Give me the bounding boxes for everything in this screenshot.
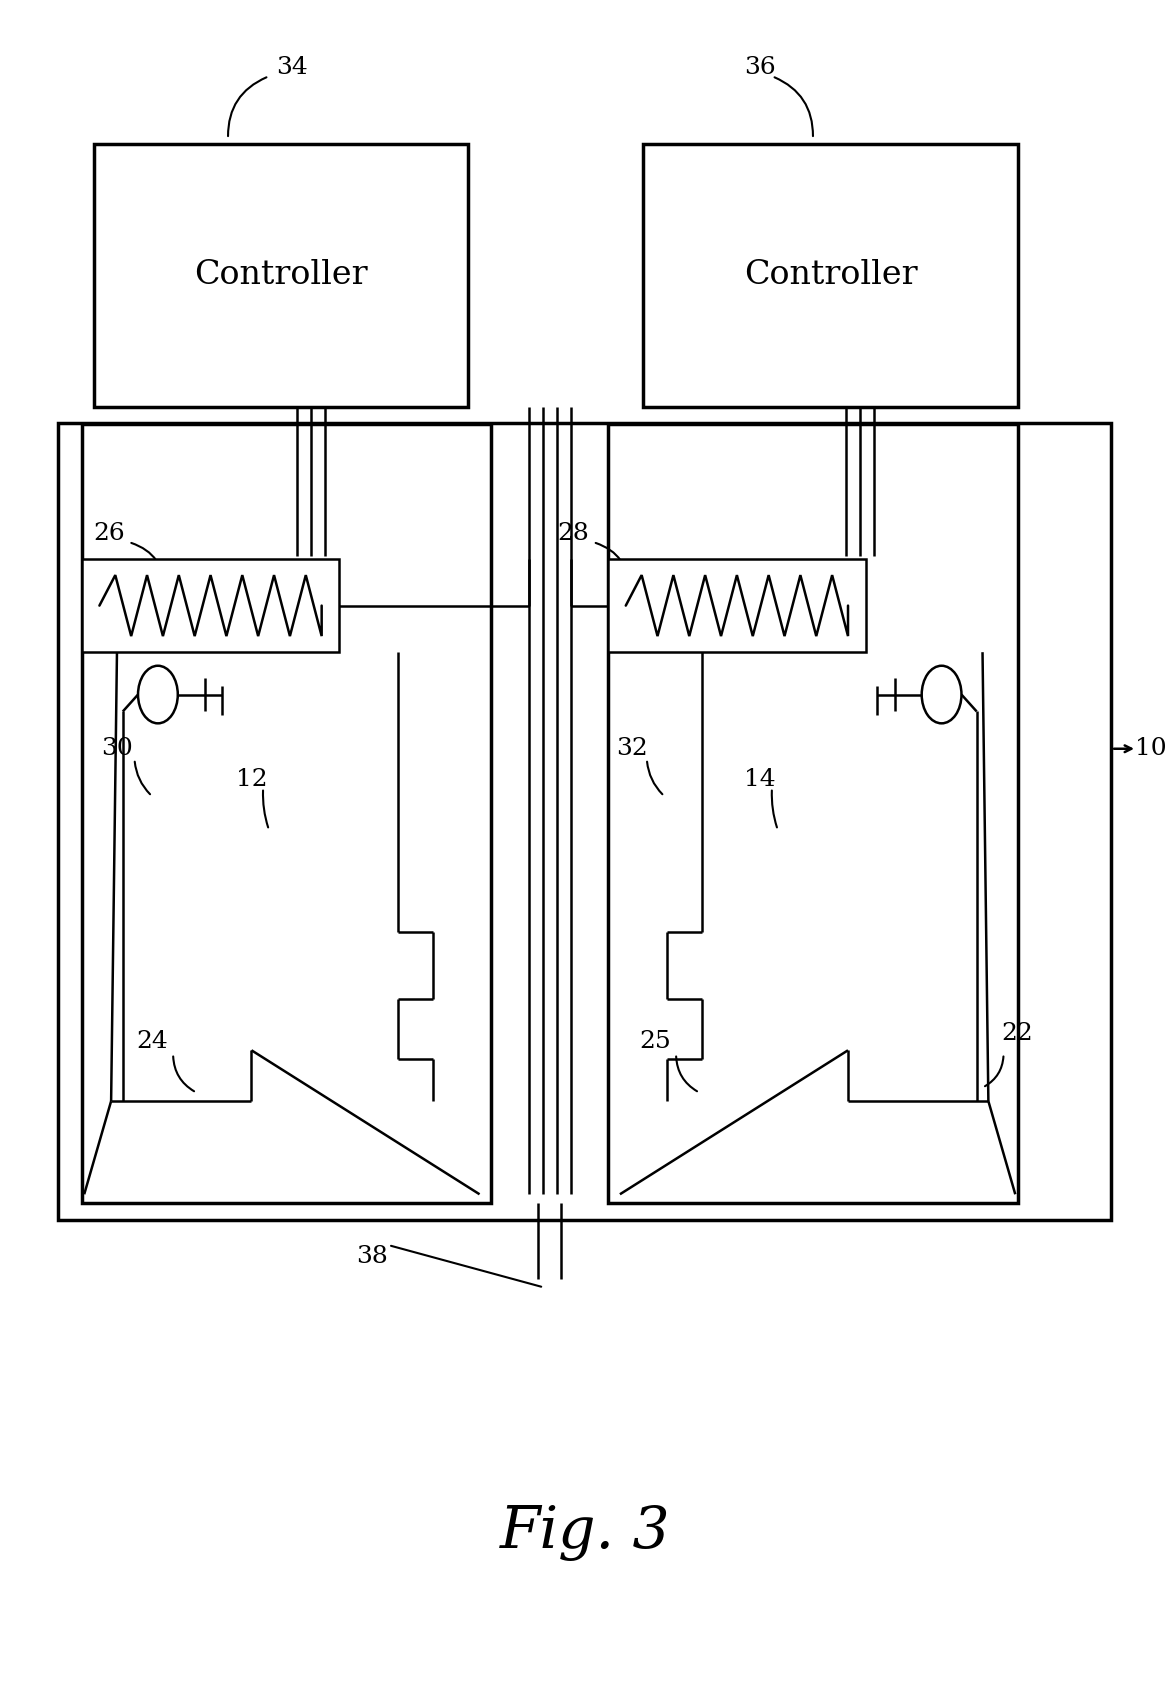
Text: 24: 24: [136, 1030, 168, 1054]
Bar: [643, 144, 1018, 407]
Text: 12: 12: [236, 767, 268, 791]
Text: 30: 30: [101, 737, 133, 761]
Text: 26: 26: [93, 522, 124, 545]
Text: 14: 14: [744, 767, 776, 791]
Text: 32: 32: [615, 737, 648, 761]
Text: 25: 25: [639, 1030, 670, 1054]
Circle shape: [922, 666, 962, 723]
Text: 38: 38: [356, 1245, 387, 1269]
Bar: [608, 559, 865, 652]
Bar: [608, 424, 1018, 1203]
Text: 28: 28: [558, 522, 589, 545]
Bar: [82, 559, 339, 652]
Text: 10: 10: [1134, 737, 1166, 761]
Bar: [59, 424, 1111, 1220]
Text: Fig. 3: Fig. 3: [499, 1504, 670, 1562]
Text: Controller: Controller: [194, 259, 367, 291]
Text: 34: 34: [277, 56, 309, 80]
Text: Controller: Controller: [743, 259, 917, 291]
Bar: [82, 424, 491, 1203]
Circle shape: [139, 666, 177, 723]
Text: 36: 36: [744, 56, 776, 80]
Bar: [94, 144, 468, 407]
Text: 22: 22: [1001, 1021, 1033, 1045]
